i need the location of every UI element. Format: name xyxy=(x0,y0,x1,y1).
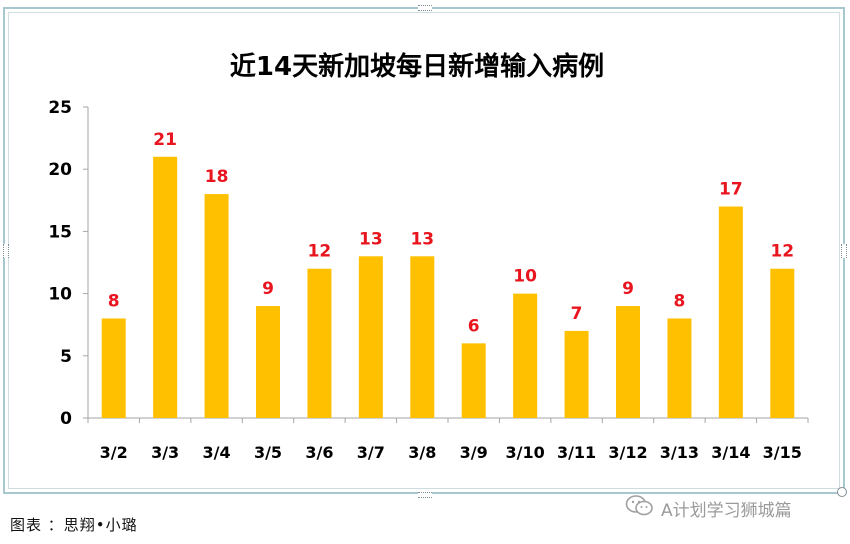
y-tick-label: 25 xyxy=(48,98,72,118)
bar-chart: 近14天新加坡每日新增输入病例 0 5 10 15 20 25 8 3/2 21 3/3 18 3/4… xyxy=(48,51,809,462)
bar xyxy=(718,206,743,418)
bar xyxy=(101,318,126,418)
bar xyxy=(564,330,589,418)
resize-handle-right[interactable] xyxy=(841,244,847,258)
bar xyxy=(616,306,640,418)
plot-area: 0 5 10 15 20 25 8 3/2 21 3/3 18 3/4 9 3/5 12 3/6 13 3/7 13… xyxy=(48,98,809,462)
x-tick-label: 3/10 xyxy=(506,443,545,462)
bar xyxy=(410,256,435,418)
data-label: 21 xyxy=(153,130,177,150)
x-tick-label: 3/15 xyxy=(763,443,802,462)
resize-handle-bottom-right[interactable] xyxy=(837,487,847,497)
data-label: 10 xyxy=(513,267,537,287)
data-label: 8 xyxy=(108,291,120,311)
x-tick-label: 3/9 xyxy=(460,443,488,462)
x-tick-label: 3/12 xyxy=(608,443,647,462)
resize-handle-left[interactable] xyxy=(3,244,9,258)
bar xyxy=(358,256,383,418)
chart-title: 近14天新加坡每日新增输入病例 xyxy=(230,51,604,82)
watermark: A计划学习狮城篇 xyxy=(625,494,792,522)
data-label: 13 xyxy=(410,229,434,249)
bar xyxy=(667,318,692,418)
watermark-text: A计划学习狮城篇 xyxy=(661,500,792,521)
bar xyxy=(153,156,178,418)
data-label: 8 xyxy=(674,291,686,311)
data-label: 12 xyxy=(770,242,794,262)
resize-handle-top[interactable] xyxy=(418,5,432,11)
y-tick-label: 20 xyxy=(48,160,72,180)
data-label: 18 xyxy=(205,167,229,187)
x-tick-label: 3/8 xyxy=(408,443,436,462)
wechat-icon xyxy=(625,494,655,522)
y-tick-label: 15 xyxy=(48,222,72,242)
x-tick-label: 3/5 xyxy=(254,443,282,462)
data-label: 9 xyxy=(622,279,634,299)
data-label: 7 xyxy=(571,304,583,324)
x-tick-label: 3/6 xyxy=(305,443,333,462)
x-tick-label: 3/13 xyxy=(660,443,699,462)
data-label: 6 xyxy=(468,316,480,336)
data-label: 12 xyxy=(308,242,332,262)
y-tick-label: 5 xyxy=(60,347,72,367)
x-tick-label: 3/7 xyxy=(357,443,385,462)
data-label: 9 xyxy=(262,279,274,299)
x-tick-label: 3/2 xyxy=(100,443,128,462)
bar xyxy=(307,268,332,418)
data-label: 17 xyxy=(719,180,743,200)
bar xyxy=(256,306,280,418)
data-label: 13 xyxy=(359,229,383,249)
x-tick-label: 3/14 xyxy=(711,443,750,462)
bar xyxy=(770,268,795,418)
x-tick-label: 3/4 xyxy=(203,443,231,462)
x-tick-label: 3/11 xyxy=(557,443,596,462)
y-tick-label: 10 xyxy=(48,285,72,305)
bar xyxy=(204,194,229,418)
y-tick-label: 0 xyxy=(60,409,72,429)
bar xyxy=(461,343,486,418)
resize-handle-bottom[interactable] xyxy=(418,492,432,498)
bar xyxy=(513,293,538,418)
x-tick-label: 3/3 xyxy=(151,443,179,462)
footer-caption: 图表 ：思翔•小璐 xyxy=(10,516,138,534)
